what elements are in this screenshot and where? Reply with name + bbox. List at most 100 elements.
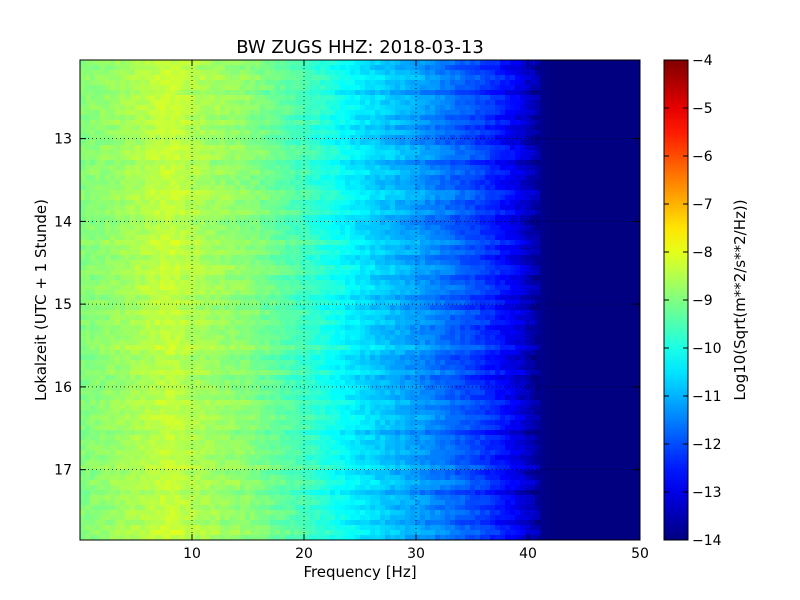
heatmap-cell xyxy=(570,115,576,121)
heatmap-cell xyxy=(530,115,536,121)
heatmap-cell xyxy=(345,275,351,281)
heatmap-cell xyxy=(440,200,446,206)
heatmap-cell xyxy=(600,170,606,176)
heatmap-cell xyxy=(425,235,431,241)
heatmap-cell xyxy=(205,275,211,281)
heatmap-cell xyxy=(425,90,431,96)
heatmap-cell xyxy=(180,170,186,176)
heatmap-cell xyxy=(270,175,276,181)
heatmap-cell xyxy=(470,240,476,246)
heatmap-cell xyxy=(510,260,516,266)
heatmap-cell xyxy=(245,125,251,131)
heatmap-cell xyxy=(380,245,386,251)
heatmap-cell xyxy=(220,250,226,256)
heatmap-cell xyxy=(420,220,426,226)
heatmap-cell xyxy=(210,195,216,201)
heatmap-cell xyxy=(575,230,581,236)
heatmap-cell xyxy=(220,235,226,241)
heatmap-cell xyxy=(300,110,306,116)
heatmap-cell xyxy=(580,245,586,251)
heatmap-cell xyxy=(395,140,401,146)
heatmap-cell xyxy=(225,210,231,216)
heatmap-cell xyxy=(400,170,406,176)
heatmap-cell xyxy=(155,75,161,81)
heatmap-cell xyxy=(295,95,301,101)
heatmap-cell xyxy=(430,100,436,106)
heatmap-cell xyxy=(160,110,166,116)
heatmap-cell xyxy=(320,215,326,221)
heatmap-cell xyxy=(160,60,166,66)
heatmap-cell xyxy=(245,280,251,286)
heatmap-cell xyxy=(520,75,526,81)
heatmap-cell xyxy=(195,75,201,81)
heatmap-cell xyxy=(550,260,556,266)
heatmap-cell xyxy=(535,65,541,71)
heatmap-cell xyxy=(605,230,611,236)
heatmap-cell xyxy=(635,190,641,196)
heatmap-cell xyxy=(345,255,351,261)
heatmap-cell xyxy=(450,140,456,146)
heatmap-cell xyxy=(215,245,221,251)
heatmap-cell xyxy=(630,90,636,96)
heatmap-cell xyxy=(495,265,501,271)
heatmap-cell xyxy=(360,200,366,206)
heatmap-cell xyxy=(305,190,311,196)
heatmap-cell xyxy=(605,135,611,141)
heatmap-cell xyxy=(635,150,641,156)
heatmap-cell xyxy=(480,155,486,161)
heatmap-cell xyxy=(600,155,606,161)
heatmap-cell xyxy=(335,180,341,186)
heatmap-cell xyxy=(505,215,511,221)
heatmap-cell xyxy=(85,110,91,116)
heatmap-cell xyxy=(520,100,526,106)
heatmap-cell xyxy=(375,280,381,286)
heatmap-cell xyxy=(210,170,216,176)
heatmap-cell xyxy=(510,255,516,261)
heatmap-cell xyxy=(635,265,641,271)
heatmap-cell xyxy=(530,70,536,76)
heatmap-cell xyxy=(585,145,591,151)
heatmap-cell xyxy=(160,205,166,211)
heatmap-cell xyxy=(420,85,426,91)
heatmap-cell xyxy=(140,255,146,261)
heatmap-cell xyxy=(345,60,351,66)
heatmap-cell xyxy=(355,95,361,101)
heatmap-cell xyxy=(370,110,376,116)
heatmap-cell xyxy=(295,180,301,186)
heatmap-cell xyxy=(630,135,636,141)
heatmap-cell xyxy=(135,175,141,181)
heatmap-cell xyxy=(125,180,131,186)
heatmap-cell xyxy=(635,185,641,191)
heatmap-cell xyxy=(405,220,411,226)
heatmap-cell xyxy=(435,255,441,261)
heatmap-cell xyxy=(635,235,641,241)
heatmap-cell xyxy=(575,90,581,96)
heatmap-cell xyxy=(320,160,326,166)
heatmap-cell xyxy=(450,60,456,66)
heatmap-cell xyxy=(560,150,566,156)
heatmap-cell xyxy=(340,60,346,66)
heatmap-cell xyxy=(420,160,426,166)
heatmap-cell xyxy=(200,185,206,191)
heatmap-cell xyxy=(585,200,591,206)
heatmap-cell xyxy=(300,260,306,266)
heatmap-cell xyxy=(305,185,311,191)
heatmap-cell xyxy=(160,185,166,191)
heatmap-cell xyxy=(510,235,516,241)
heatmap-cell xyxy=(165,150,171,156)
heatmap-cell xyxy=(365,220,371,226)
heatmap-cell xyxy=(290,280,296,286)
heatmap-cell xyxy=(435,165,441,171)
heatmap-cell xyxy=(195,200,201,206)
heatmap-cell xyxy=(150,250,156,256)
heatmap-cell xyxy=(335,275,341,281)
heatmap-cell xyxy=(195,180,201,186)
heatmap-cell xyxy=(90,130,96,136)
heatmap-cell xyxy=(100,175,106,181)
heatmap-cell xyxy=(380,90,386,96)
heatmap-cell xyxy=(170,120,176,126)
heatmap-cell xyxy=(625,205,631,211)
heatmap-cell xyxy=(315,210,321,216)
heatmap-cell xyxy=(520,235,526,241)
heatmap-cell xyxy=(325,265,331,271)
